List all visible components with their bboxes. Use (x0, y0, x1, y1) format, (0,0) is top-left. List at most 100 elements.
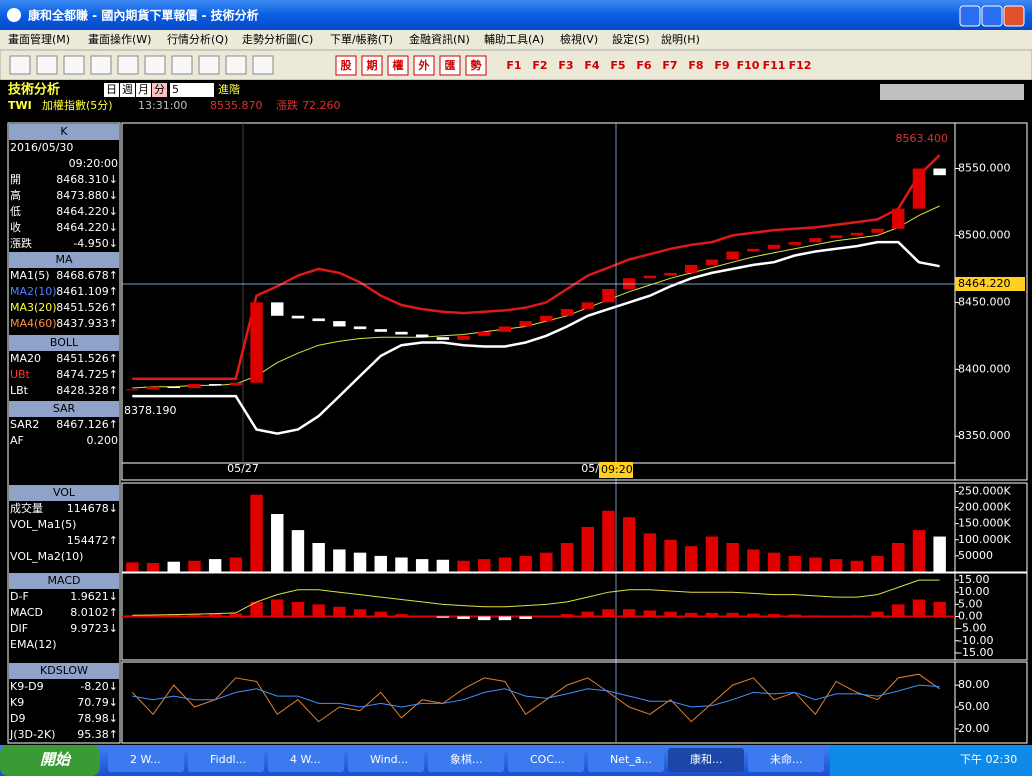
period-button[interactable] (104, 83, 119, 97)
menu-item[interactable]: 走勢分析圖(C) (242, 32, 313, 46)
side-label: D-F (10, 590, 29, 603)
quote-button[interactable] (439, 55, 461, 76)
tool-icon[interactable] (171, 55, 193, 75)
side-value: 8428.328↑ (56, 384, 118, 397)
minimize-button[interactable] (959, 5, 981, 27)
menu-item[interactable]: 說明(H) (661, 32, 700, 46)
period-select[interactable] (170, 83, 214, 97)
macd-bar (333, 606, 346, 617)
task-button[interactable] (428, 748, 504, 772)
candle (126, 389, 139, 391)
menu-item[interactable]: 檢視(V) (560, 32, 598, 46)
function-key[interactable]: F2 (532, 59, 547, 72)
function-key[interactable]: F12 (789, 59, 812, 72)
macd-bar (892, 604, 905, 617)
side-label: 成交量 (10, 501, 43, 515)
menu-item[interactable]: 畫面操作(W) (88, 32, 151, 46)
side-label: VOL_Ma1(5) (10, 518, 76, 531)
cursor-time-tag (599, 462, 633, 478)
tool-icon[interactable] (225, 55, 247, 75)
task-button[interactable] (188, 748, 264, 772)
function-key[interactable]: F5 (610, 59, 625, 72)
volume-bar (374, 555, 387, 572)
panel-title: 技術分析 (8, 82, 60, 98)
task-button[interactable] (268, 748, 344, 772)
side-value: 9.9723↓ (70, 622, 118, 635)
macd-bar (436, 616, 450, 618)
function-key[interactable]: F8 (688, 59, 703, 72)
function-key[interactable]: F10 (737, 59, 760, 72)
tool-icon[interactable] (36, 55, 58, 75)
section-title: SAR (53, 402, 76, 415)
task-label: Wind... (370, 753, 408, 766)
tool-icon[interactable] (9, 55, 31, 75)
y-tick-label: 0.00 (958, 610, 983, 623)
volume-bar (767, 552, 781, 572)
chart-tools[interactable] (880, 84, 1024, 100)
period-button[interactable] (136, 83, 151, 97)
period-button[interactable] (152, 83, 167, 97)
tool-icon[interactable] (90, 55, 112, 75)
maximize-button[interactable] (981, 5, 1003, 27)
section-header (9, 663, 119, 679)
y-tick-label: 8500.000 (958, 228, 1011, 241)
function-key[interactable]: F7 (662, 59, 677, 72)
tool-icon[interactable] (252, 55, 274, 75)
side-label: 漲跌 (10, 236, 32, 250)
macd-bar (395, 614, 408, 617)
task-button[interactable] (668, 748, 744, 772)
macd-bar (560, 614, 574, 617)
quote-button[interactable] (387, 55, 409, 76)
menu-item[interactable]: 金融資訊(N) (409, 32, 470, 46)
section-title: KDSLOW (40, 664, 88, 677)
task-button[interactable] (108, 748, 184, 772)
quote-button[interactable] (361, 55, 383, 76)
tool-icon[interactable] (198, 55, 220, 75)
close-button[interactable] (1003, 5, 1025, 27)
side-label: DIF (10, 622, 28, 635)
function-key[interactable]: F6 (636, 59, 652, 72)
candle (685, 264, 698, 273)
side-label: 開 (10, 173, 21, 186)
tool-icon[interactable] (63, 55, 85, 75)
function-key[interactable]: F4 (584, 59, 600, 72)
candle (353, 326, 367, 330)
start-button[interactable] (0, 745, 100, 776)
macd-bar (312, 604, 325, 617)
advanced-button[interactable]: 進階 (218, 82, 240, 96)
menu-item[interactable]: 輔助工具(A) (484, 32, 544, 46)
side-value: 114678↓ (67, 502, 118, 515)
task-button[interactable] (508, 748, 584, 772)
function-key[interactable]: F9 (714, 59, 729, 72)
task-button[interactable] (588, 748, 664, 772)
quote-button[interactable] (335, 55, 357, 76)
candle (540, 315, 553, 322)
candle (374, 329, 387, 332)
menu-item[interactable]: 下單/帳務(T) (330, 32, 393, 46)
task-button[interactable] (348, 748, 424, 772)
quote-button[interactable] (465, 55, 487, 76)
volume-bar (685, 546, 698, 572)
section-title: K (60, 125, 68, 138)
period-value: 5 (172, 83, 179, 96)
menu-item[interactable]: 設定(S) (612, 32, 650, 46)
period-label: 週 (122, 83, 133, 96)
function-key[interactable]: F1 (506, 59, 521, 72)
min-label: 8378.190 (124, 404, 177, 417)
side-label: 2016/05/30 (10, 141, 73, 154)
series-line (132, 579, 940, 616)
tool-icon[interactable] (144, 55, 166, 75)
function-key[interactable]: F3 (558, 59, 573, 72)
period-button[interactable] (120, 83, 135, 97)
side-value: 8468.310↓ (56, 173, 118, 186)
tool-icon[interactable] (117, 55, 139, 75)
menu-item[interactable]: 行情分析(Q) (167, 32, 228, 46)
quote-button[interactable] (413, 55, 435, 76)
function-key[interactable]: F11 (763, 59, 786, 72)
menu-item[interactable]: 畫面管理(M) (8, 32, 70, 46)
volume-bar (933, 536, 946, 572)
macd-bar (747, 613, 760, 617)
macd-bar (353, 609, 367, 617)
macd-bar (767, 614, 781, 617)
task-button[interactable] (748, 748, 824, 772)
